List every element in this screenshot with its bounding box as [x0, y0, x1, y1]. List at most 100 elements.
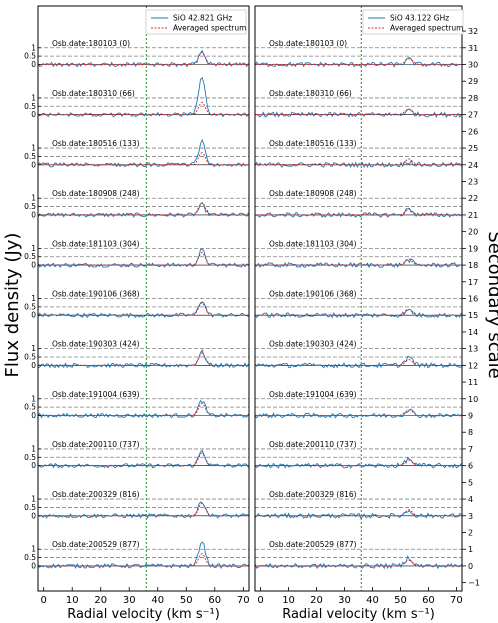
x-tick-label: 60 — [208, 595, 221, 606]
observed-spectrum — [37, 301, 249, 319]
y-tick-label: 0 — [31, 60, 36, 69]
secondary-tick-label: 17 — [468, 278, 478, 287]
secondary-tick-label: 30 — [468, 61, 478, 70]
observation-label: Osb.date:181103 (304) — [52, 239, 140, 248]
observed-spectrum — [37, 248, 249, 268]
secondary-tick-label: 24 — [468, 161, 478, 170]
y-tick-label: 1 — [31, 194, 36, 203]
averaged-spectrum — [37, 201, 249, 216]
y-tick-label: 0.5 — [24, 403, 36, 412]
y-tick-label: 1 — [31, 394, 36, 403]
x-tick-label: 40 — [366, 595, 379, 606]
observation-label: Osb.date:200110 (737) — [269, 440, 357, 449]
observation-label: Osb.date:180103 (0) — [269, 39, 347, 48]
observed-spectrum — [37, 349, 249, 369]
secondary-tick-label: 9 — [468, 412, 473, 421]
averaged-spectrum — [37, 452, 249, 467]
y-tick-label: 0.5 — [24, 252, 36, 261]
x-tick-label: 40 — [151, 595, 164, 606]
secondary-tick-label: 10 — [468, 395, 478, 404]
observed-spectrum — [254, 159, 462, 169]
observed-spectrum — [37, 49, 249, 68]
observation-label: Osb.date:190106 (368) — [269, 290, 357, 299]
secondary-tick-label: 7 — [468, 445, 473, 454]
x-tick-label: 70 — [450, 595, 463, 606]
secondary-tick-label: 8 — [468, 428, 473, 437]
observation-label: Osb.date:180908 (248) — [52, 189, 140, 198]
legend-entry-averaged: Averaged spectrum — [173, 24, 246, 33]
observation-label: Osb.date:180310 (66) — [52, 89, 135, 98]
observed-spectrum — [254, 57, 462, 68]
secondary-tick-label: 27 — [468, 111, 478, 120]
secondary-tick-label: 11 — [468, 378, 478, 387]
y-tick-label: 0 — [31, 511, 36, 520]
observation-label: Osb.date:200529 (877) — [52, 540, 140, 549]
y-tick-label: 0.5 — [24, 202, 36, 211]
averaged-spectrum — [37, 502, 249, 517]
observed-spectrum — [37, 202, 249, 218]
x-tick-label: 30 — [123, 595, 136, 606]
averaged-spectrum — [37, 402, 249, 417]
averaged-spectrum — [254, 108, 462, 116]
secondary-tick-label: 25 — [468, 144, 478, 153]
secondary-tick-label: 16 — [468, 295, 478, 304]
averaged-spectrum — [254, 158, 462, 166]
x-tick-label: 0 — [257, 595, 263, 606]
averaged-spectrum — [254, 509, 462, 517]
observed-spectrum — [254, 456, 462, 469]
secondary-tick-label: 19 — [468, 244, 478, 253]
observed-spectrum — [37, 449, 249, 469]
observed-spectrum — [254, 258, 462, 269]
legend-box — [145, 9, 247, 35]
secondary-tick-label: 12 — [468, 361, 478, 370]
secondary-tick-label: 1 — [468, 545, 473, 554]
y-axis-label: Flux density (Jy) — [2, 233, 23, 378]
y-tick-label: 0 — [31, 261, 36, 270]
x-tick-label: 50 — [180, 595, 193, 606]
y-tick-label: 1 — [31, 495, 36, 504]
secondary-axis-label: Secondary scale — [484, 231, 498, 378]
observation-label: Osb.date:191004 (639) — [52, 390, 140, 399]
x-tick-label: 20 — [94, 595, 107, 606]
y-tick-label: 0 — [31, 110, 36, 119]
y-tick-label: 0 — [31, 561, 36, 570]
observed-spectrum — [254, 509, 462, 519]
observation-label: Osb.date:200529 (877) — [269, 540, 357, 549]
averaged-spectrum — [37, 552, 249, 567]
secondary-tick-label: 13 — [468, 345, 478, 354]
y-tick-label: 1 — [31, 545, 36, 554]
y-tick-label: 0.5 — [24, 152, 36, 161]
averaged-spectrum — [254, 58, 462, 66]
secondary-tick-label: 6 — [468, 462, 473, 471]
averaged-spectrum — [37, 301, 249, 316]
observation-label: Osb.date:180516 (133) — [52, 139, 140, 148]
secondary-tick-label: −1 — [468, 579, 480, 588]
observed-spectrum — [254, 308, 462, 319]
legend-entry-averaged: Averaged spectrum — [390, 24, 463, 33]
y-tick-label: 0 — [31, 311, 36, 320]
y-tick-label: 0.5 — [24, 553, 36, 562]
observation-label: Osb.date:190106 (368) — [52, 290, 140, 299]
observation-label: Osb.date:180908 (248) — [269, 189, 357, 198]
averaged-spectrum — [37, 152, 249, 166]
secondary-tick-label: 28 — [468, 94, 478, 103]
secondary-tick-label: 14 — [468, 328, 478, 337]
observed-spectrum — [254, 408, 462, 419]
x-tick-label: 20 — [310, 595, 323, 606]
secondary-tick-label: 18 — [468, 261, 478, 270]
observation-label: Osb.date:191004 (639) — [269, 390, 357, 399]
secondary-tick-label: 0 — [468, 562, 473, 571]
x-tick-label: 0 — [41, 595, 47, 606]
averaged-spectrum — [37, 51, 249, 66]
averaged-spectrum — [37, 251, 249, 266]
secondary-tick-label: 29 — [468, 77, 478, 86]
observed-spectrum — [255, 207, 462, 218]
y-tick-label: 1 — [31, 244, 36, 253]
observed-spectrum — [37, 501, 249, 519]
y-tick-label: 1 — [31, 294, 36, 303]
y-tick-label: 0.5 — [24, 453, 36, 462]
x-tick-label: 70 — [237, 595, 250, 606]
secondary-tick-label: 23 — [468, 178, 478, 187]
secondary-tick-label: 5 — [468, 478, 473, 487]
